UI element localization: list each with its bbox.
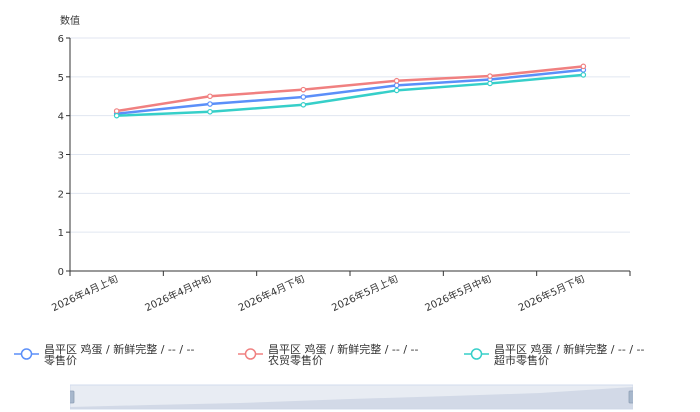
x-tick-label: 2026年4月下旬	[236, 272, 307, 314]
data-zoom-slider[interactable]	[70, 383, 633, 411]
y-tick-label: 6	[58, 34, 64, 45]
y-tick-label: 0	[58, 267, 64, 278]
data-point-0	[300, 94, 307, 100]
y-tick-label: 1	[58, 228, 64, 239]
data-point-2	[393, 87, 400, 94]
y-tick-label: 2	[58, 189, 64, 200]
x-tick-label: 2026年5月下旬	[516, 272, 587, 314]
data-point-2	[580, 72, 587, 78]
y-tick-label: 5	[58, 73, 64, 84]
data-point-1	[580, 63, 587, 70]
legend-label-market: 昌平区 鸡蛋 / 新鲜完整 / -- / -- 农贸零售价	[268, 343, 419, 367]
x-tick-label: 2026年5月上旬	[329, 272, 400, 314]
y-axis-label: 数值	[60, 14, 80, 27]
data-zoom-preview	[70, 387, 633, 409]
legend-label-supermarket: 昌平区 鸡蛋 / 新鲜完整 / -- / -- 超市零售价	[494, 343, 645, 367]
y-tick-label: 3	[58, 151, 64, 162]
data-point-1	[487, 73, 493, 79]
legend-item-market[interactable]: 昌平区 鸡蛋 / 新鲜完整 / -- / -- 农贸零售价	[238, 344, 428, 366]
x-tick-label: 2026年4月上旬	[49, 272, 120, 314]
data-point-2	[487, 80, 493, 87]
data-point-2	[113, 112, 120, 119]
series-line-1	[115, 65, 585, 113]
data-point-0	[207, 101, 213, 107]
legend-label-retail: 昌平区 鸡蛋 / 新鲜完整 / -- / -- 零售价	[44, 343, 195, 367]
data-point-0	[393, 82, 400, 89]
data-point-2	[207, 108, 213, 115]
legend-swatch-market	[238, 348, 263, 360]
data-zoom-handle-right[interactable]	[628, 390, 633, 404]
legend-item-supermarket[interactable]: 昌平区 鸡蛋 / 新鲜完整 / -- / -- 超市零售价	[464, 344, 654, 366]
x-tick-label: 2026年5月中旬	[423, 272, 494, 314]
data-point-1	[113, 108, 120, 114]
y-tick-label: 4	[58, 112, 64, 123]
x-tick-label: 2026年4月中旬	[143, 272, 214, 314]
data-point-1	[300, 86, 307, 93]
data-point-2	[300, 101, 307, 108]
legend: 昌平区 鸡蛋 / 新鲜完整 / -- / -- 零售价 昌平区 鸡蛋 / 新鲜完…	[0, 344, 700, 372]
series-line-2	[115, 73, 585, 117]
legend-swatch-supermarket	[464, 348, 489, 360]
data-point-1	[207, 93, 213, 100]
data-zoom-handle-left[interactable]	[70, 390, 75, 404]
legend-swatch-retail	[14, 348, 39, 360]
legend-item-retail[interactable]: 昌平区 鸡蛋 / 新鲜完整 / -- / -- 零售价	[14, 344, 204, 366]
series-line-0	[115, 68, 585, 115]
data-point-1	[393, 77, 400, 84]
